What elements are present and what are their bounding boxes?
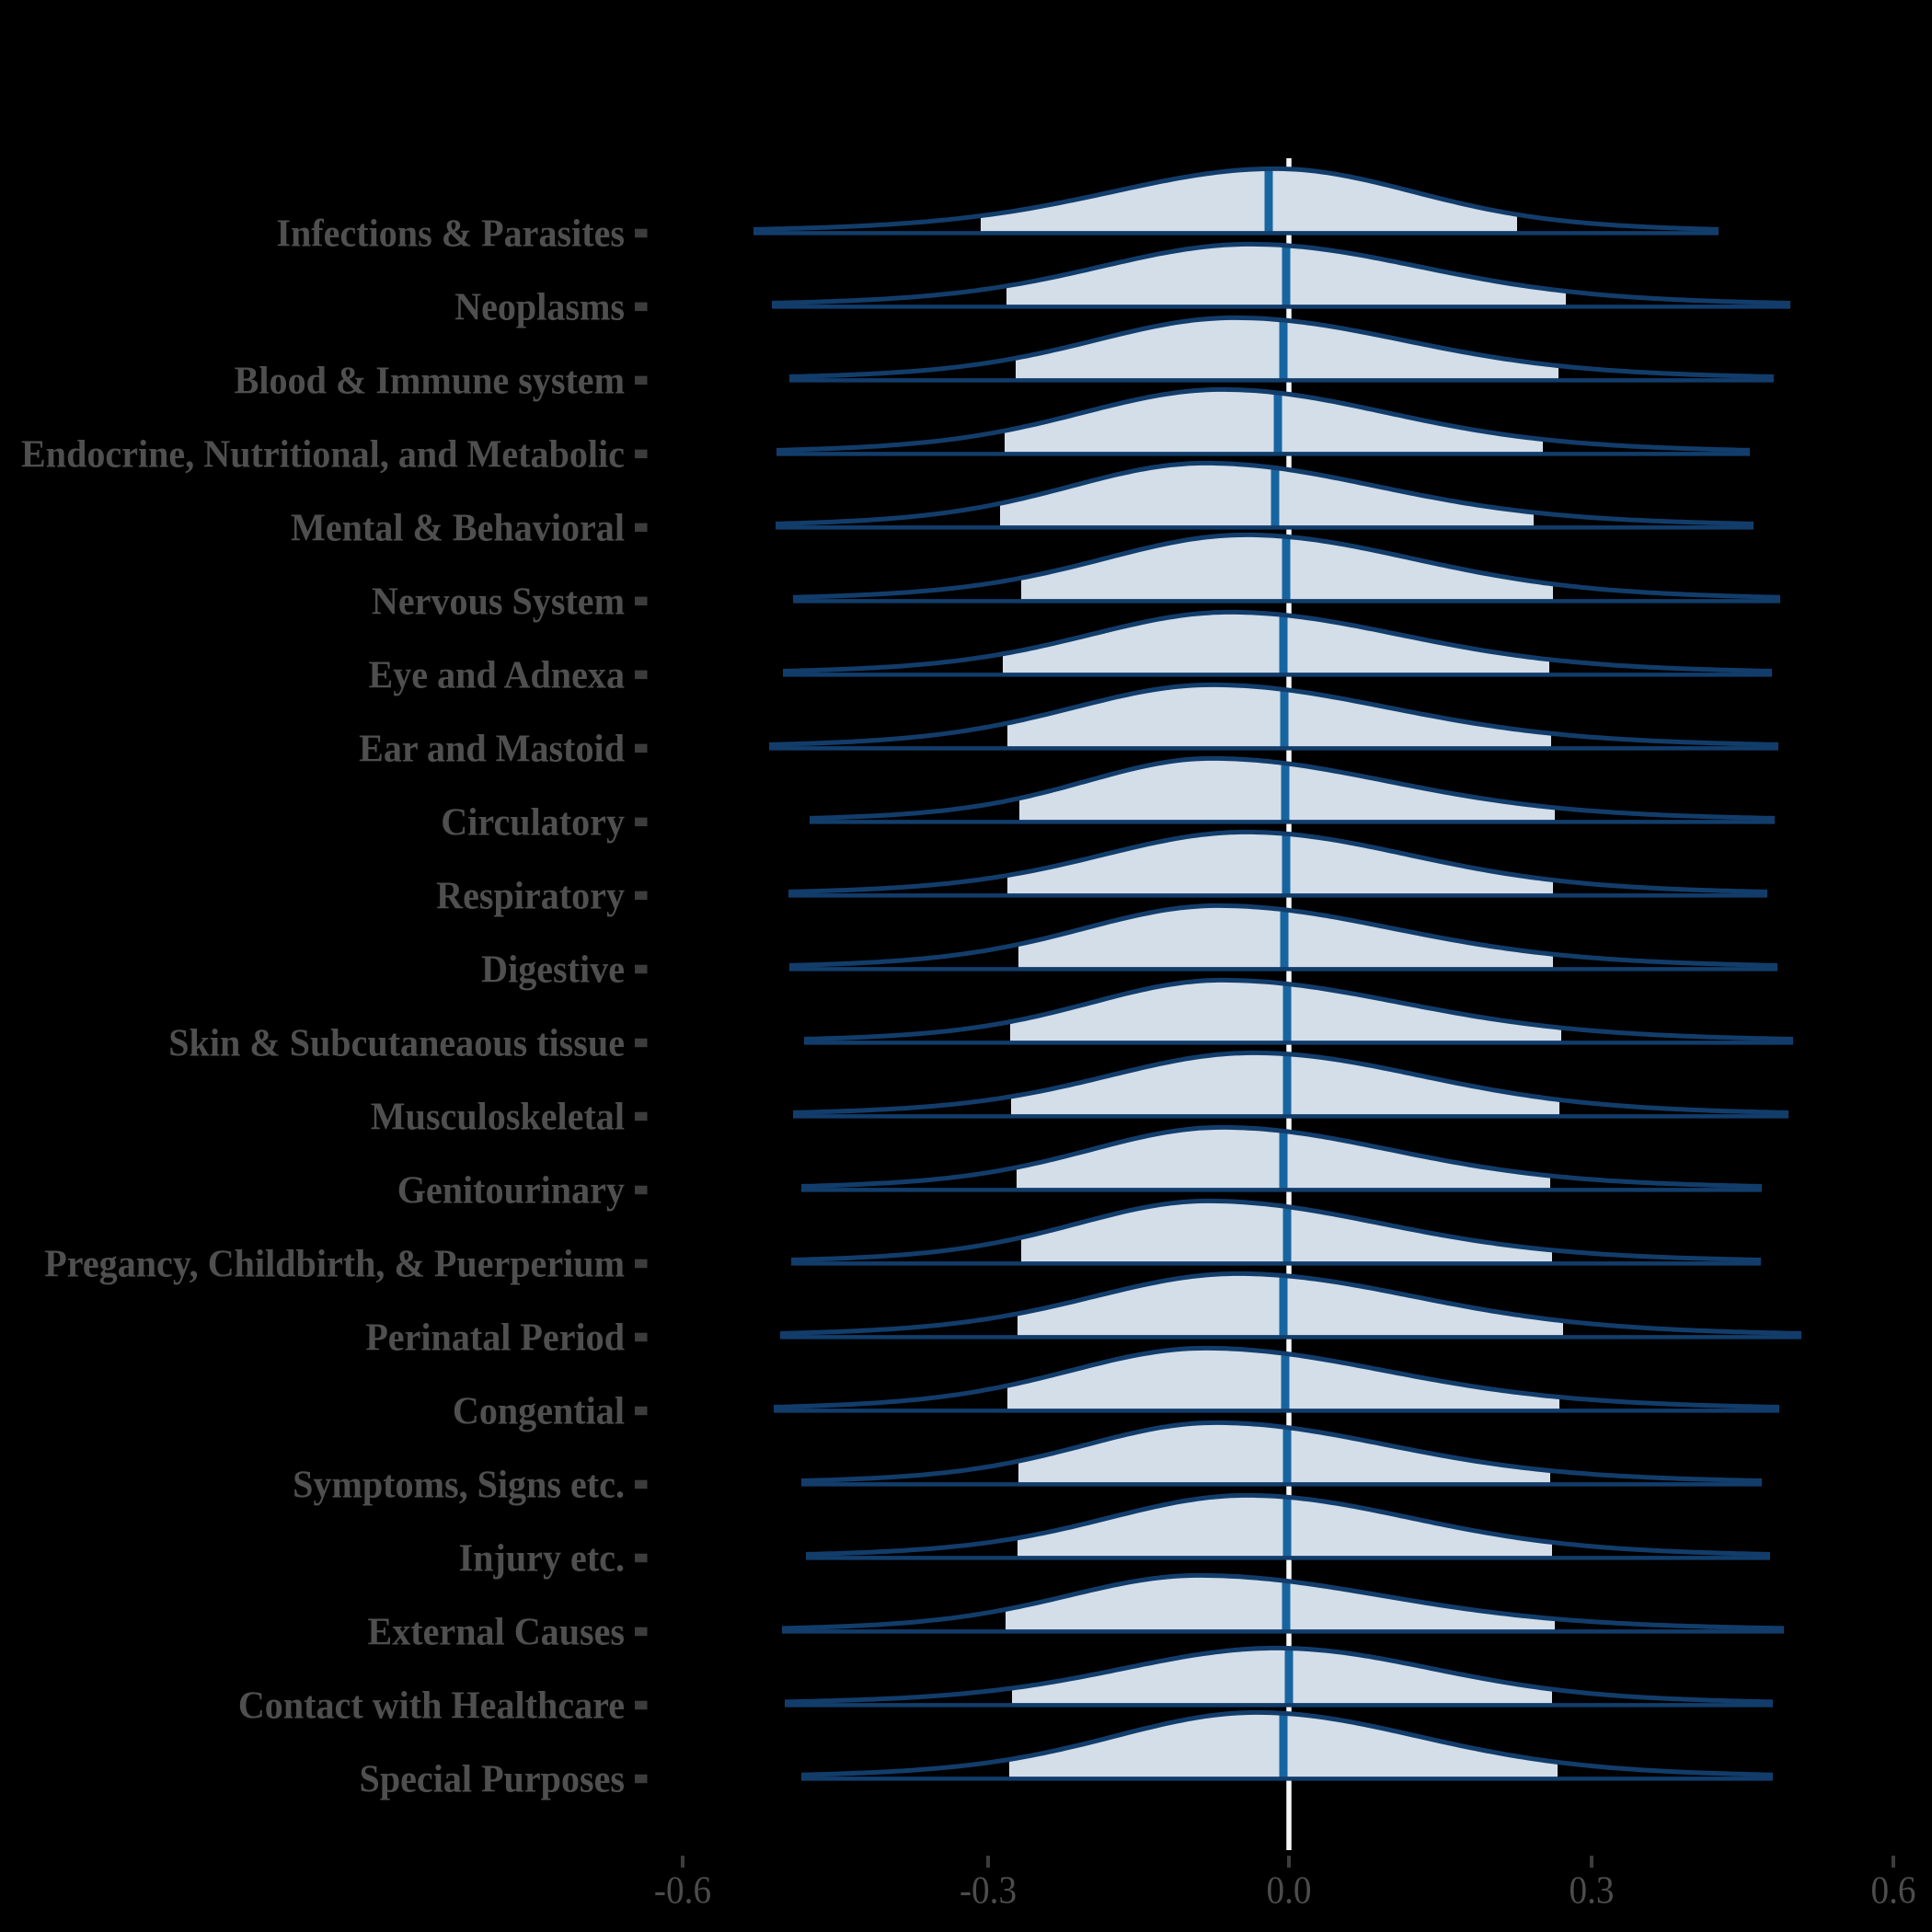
svg-text:Neoplasms: Neoplasms xyxy=(454,285,625,328)
svg-text:0.0: 0.0 xyxy=(1266,1869,1311,1911)
svg-text:Skin & Subcutaneaous tissue: Skin & Subcutaneaous tissue xyxy=(168,1021,625,1064)
svg-text:0.3: 0.3 xyxy=(1569,1869,1614,1911)
svg-text:Musculoskeletal: Musculoskeletal xyxy=(371,1095,625,1138)
svg-text:Symptoms, Signs etc.: Symptoms, Signs etc. xyxy=(293,1463,625,1506)
svg-text:Injury etc.: Injury etc. xyxy=(459,1536,625,1580)
svg-text:Genitourinary: Genitourinary xyxy=(397,1168,626,1212)
svg-text:External Causes: External Causes xyxy=(367,1610,625,1653)
svg-text:Congential: Congential xyxy=(453,1389,625,1432)
svg-text:Endocrine, Nutritional, and Me: Endocrine, Nutritional, and Metabolic xyxy=(21,432,625,476)
svg-text:Mental & Behavioral: Mental & Behavioral xyxy=(291,506,625,549)
svg-text:Circulatory: Circulatory xyxy=(441,800,625,844)
svg-text:Pregancy, Childbirth, & Puerpe: Pregancy, Childbirth, & Puerperium xyxy=(44,1242,625,1285)
svg-text:Blood & Immune system: Blood & Immune system xyxy=(235,359,625,402)
svg-text:-0.3: -0.3 xyxy=(960,1869,1017,1911)
svg-text:-0.6: -0.6 xyxy=(654,1869,711,1911)
svg-text:0.6: 0.6 xyxy=(1870,1869,1915,1911)
svg-text:Perinatal Period: Perinatal Period xyxy=(365,1316,625,1359)
svg-text:Nervous System: Nervous System xyxy=(372,580,625,623)
svg-text:Special Purposes: Special Purposes xyxy=(360,1757,625,1800)
svg-text:Digestive: Digestive xyxy=(481,948,625,991)
svg-text:Infections & Parasites: Infections & Parasites xyxy=(276,212,625,255)
svg-text:Contact with Healthcare: Contact with Healthcare xyxy=(238,1684,625,1727)
svg-text:Eye and Adnexa: Eye and Adnexa xyxy=(369,653,625,696)
svg-text:Ear and Mastoid: Ear and Mastoid xyxy=(359,727,625,770)
svg-text:Respiratory: Respiratory xyxy=(436,874,625,917)
